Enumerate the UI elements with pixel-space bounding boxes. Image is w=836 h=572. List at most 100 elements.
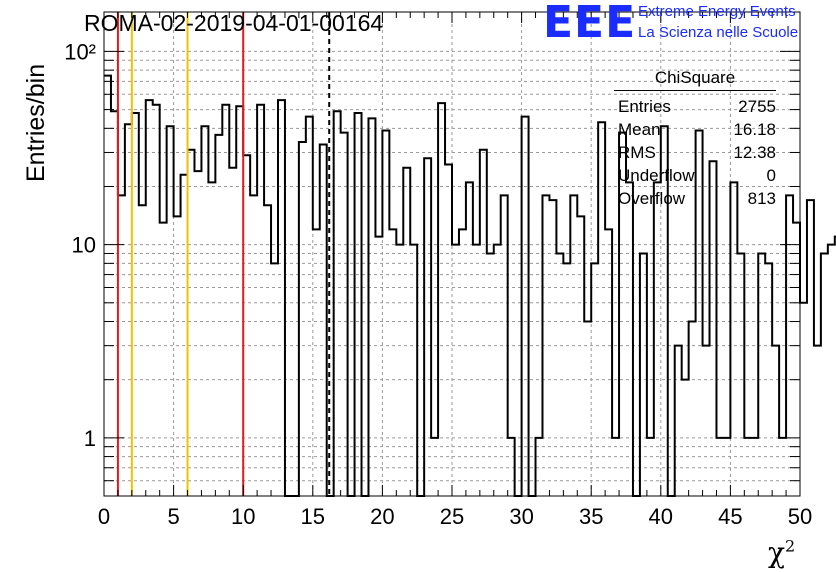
histogram-bin: [410, 245, 417, 496]
histogram-bin: [334, 111, 341, 496]
histogram-bin: [821, 253, 828, 496]
histogram-bin: [181, 175, 188, 496]
histogram-bin: [487, 253, 494, 496]
chart-title: ROMA-02-2019-04-01-00164: [84, 10, 384, 36]
y-tick-label: 1: [84, 426, 96, 451]
histogram-bin: [188, 150, 195, 496]
x-tick-label: 45: [718, 504, 742, 529]
histogram-bin: [396, 245, 403, 496]
histogram-bin: [368, 118, 375, 496]
histogram-bin: [716, 438, 723, 496]
histogram-bin: [577, 216, 584, 496]
histogram-bin: [146, 100, 153, 496]
histogram-bin: [542, 195, 549, 496]
histogram-bin: [389, 229, 396, 496]
histogram-bin: [751, 438, 758, 496]
y-tick-label: 10²: [64, 39, 96, 64]
histogram-bin: [800, 303, 807, 496]
x-tick-label: 5: [167, 504, 179, 529]
histogram-bin: [306, 117, 313, 496]
histogram-bin: [807, 200, 814, 496]
stats-title: ChiSquare: [614, 68, 776, 91]
histogram-bin: [153, 105, 160, 496]
histogram-bin: [647, 438, 654, 496]
histogram-bin: [556, 253, 563, 496]
stats-row-rms: RMS 12.38: [614, 141, 776, 164]
histogram-bin: [215, 135, 222, 496]
histogram-bin: [313, 229, 320, 496]
x-tick-label: 15: [301, 504, 325, 529]
histogram-bin: [355, 113, 362, 496]
histogram-bin: [536, 438, 543, 496]
stats-box: ChiSquare Entries 2755 Mean 16.18 RMS 12.38…: [614, 68, 776, 210]
stats-value: 12.38: [733, 143, 776, 162]
histogram-bin: [654, 182, 661, 496]
logo-tagline-1: Extreme Energy Events: [638, 3, 796, 20]
y-tick-label: 10: [72, 233, 96, 258]
histogram-bin: [626, 182, 633, 496]
histogram-bin: [710, 161, 717, 496]
stats-value: 16.18: [733, 120, 776, 139]
histogram-bin: [584, 322, 591, 496]
histogram-bin: [605, 229, 612, 496]
histogram-bin: [501, 195, 508, 496]
histogram-bin: [494, 245, 501, 496]
x-tick-label: 35: [579, 504, 603, 529]
histogram-bin: [382, 130, 389, 496]
x-tick-label: 50: [788, 504, 812, 529]
stats-label: Underflow: [618, 166, 695, 185]
histogram-bin: [598, 122, 605, 496]
histogram-bin: [459, 229, 466, 496]
histogram-bin: [271, 263, 278, 496]
histogram-bin: [194, 171, 201, 496]
histogram-bin: [201, 126, 208, 496]
x-tick-label: 20: [370, 504, 394, 529]
logo-tagline-2: La Scienza nelle Scuole: [638, 24, 799, 41]
stats-label: RMS: [618, 143, 656, 162]
histogram-outline: [104, 74, 836, 497]
histogram-bin: [723, 438, 730, 496]
histogram-bin: [466, 182, 473, 496]
histogram-bin: [278, 100, 285, 496]
stats-row-entries: Entries 2755: [614, 95, 776, 118]
histogram-bin: [480, 150, 487, 496]
histogram-bin: [508, 438, 515, 496]
histogram-bin: [167, 126, 174, 496]
x-tick-label: 25: [440, 504, 464, 529]
stats-label: Mean: [618, 120, 661, 139]
stats-label: Overflow: [618, 189, 686, 208]
histogram-bin: [222, 105, 229, 496]
histogram-bin: [403, 168, 410, 496]
histogram-bin: [250, 195, 257, 496]
stats-value: 0: [766, 166, 776, 185]
histogram-bin: [772, 346, 779, 496]
histogram-bin: [243, 155, 250, 496]
histogram-bin: [682, 380, 689, 496]
histogram-bin: [118, 195, 125, 496]
histogram-bin: [132, 113, 139, 496]
histogram-bin: [139, 205, 146, 496]
histogram-bin: [591, 263, 598, 496]
histogram-bin: [675, 346, 682, 496]
stats-row-overflow: Overflow 813: [614, 187, 776, 210]
histogram-bin: [375, 237, 382, 496]
histogram-bin: [570, 195, 577, 496]
histogram-bin: [452, 245, 459, 496]
y-axis-label: Entries/bin: [22, 63, 50, 182]
x-tick-label: 0: [98, 504, 110, 529]
histogram-bin: [703, 346, 710, 496]
histogram-bin: [125, 124, 132, 496]
histogram-bin: [730, 182, 737, 496]
histogram-bin: [160, 223, 167, 496]
stats-row-mean: Mean 16.18: [614, 118, 776, 141]
stats-value: 2755: [738, 97, 776, 116]
histogram-bin: [208, 182, 215, 496]
histogram-bin: [104, 76, 111, 496]
histogram-bin: [431, 438, 438, 496]
histogram-bin: [257, 105, 264, 496]
x-tick-label: 10: [231, 504, 255, 529]
histogram-bin: [229, 168, 236, 496]
histogram-bin: [640, 253, 647, 496]
histogram-bin: [814, 346, 821, 496]
histogram-bin: [174, 216, 181, 496]
